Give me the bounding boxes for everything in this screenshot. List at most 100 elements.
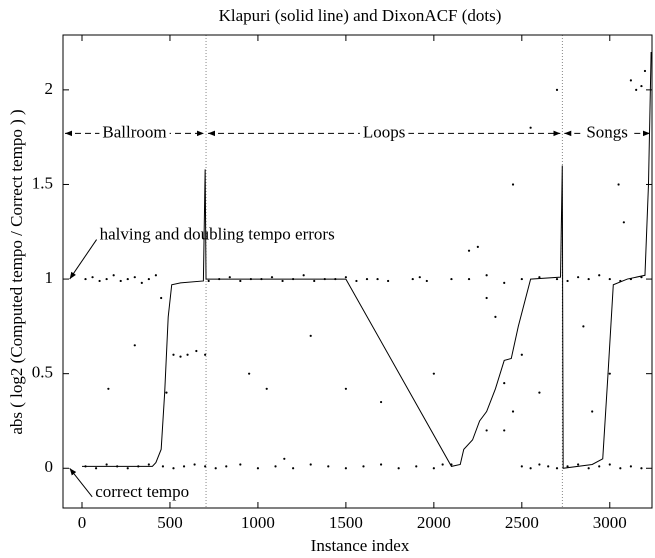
dot — [555, 277, 559, 281]
plot-frame — [62, 34, 653, 509]
dot — [344, 276, 347, 279]
dot — [622, 221, 625, 224]
dot — [555, 88, 559, 91]
dot — [302, 274, 305, 277]
dot — [538, 276, 541, 279]
dot — [228, 276, 231, 279]
section-label-bg — [359, 122, 409, 142]
dot — [520, 353, 523, 356]
dot — [204, 353, 207, 356]
dot — [239, 463, 242, 466]
y-axis-label: abs ( log2 (Computed tempo / Correct tem… — [7, 109, 26, 434]
dot — [186, 353, 189, 356]
dot — [538, 391, 541, 394]
dot — [165, 391, 168, 394]
dot — [182, 465, 186, 468]
dot — [450, 277, 453, 281]
dot — [126, 467, 129, 470]
dot — [84, 277, 87, 281]
x-tick-label: 0 — [78, 513, 87, 532]
dot — [432, 467, 435, 470]
dot — [193, 463, 196, 466]
dot — [520, 465, 523, 468]
dot — [140, 281, 143, 284]
dot — [577, 276, 580, 279]
annotation: halving and doubling tempo errors — [100, 224, 335, 243]
dot — [629, 465, 632, 468]
dot — [204, 465, 207, 468]
dot — [133, 276, 136, 279]
dot — [172, 467, 175, 470]
dot — [355, 279, 358, 283]
dot — [98, 279, 101, 283]
dot — [147, 277, 150, 281]
dot — [105, 463, 108, 466]
y-tick-label: 1.5 — [32, 173, 53, 192]
dot — [643, 69, 647, 73]
dot — [327, 465, 330, 468]
dot — [591, 410, 594, 413]
dot — [107, 387, 110, 390]
dot — [511, 183, 515, 186]
dot — [418, 276, 421, 279]
dot — [494, 315, 497, 319]
x-tick-label: 2000 — [417, 513, 451, 532]
dot — [503, 382, 506, 385]
y-tick-label: 2 — [45, 79, 54, 98]
dot — [608, 277, 611, 281]
x-tick-label: 3000 — [593, 513, 627, 532]
dot — [283, 457, 286, 460]
dot — [239, 279, 242, 283]
dot — [179, 355, 182, 358]
section-label: Ballroom — [102, 122, 166, 141]
dot — [362, 465, 365, 468]
x-axis-label: Instance index — [311, 536, 410, 555]
dot — [566, 465, 569, 468]
section-label: Songs — [586, 122, 628, 141]
dot — [133, 344, 136, 347]
dot — [309, 463, 312, 466]
dot — [248, 372, 251, 375]
dot — [91, 276, 94, 279]
dot — [126, 277, 129, 281]
chart-title: Klapuri (solid line) and DixonACF (dots) — [219, 6, 502, 25]
dot — [441, 463, 444, 466]
dot — [161, 465, 165, 468]
dot — [365, 277, 369, 281]
annotation-arrow — [69, 239, 98, 280]
dot — [105, 277, 108, 281]
dot — [387, 279, 390, 283]
dot — [547, 465, 550, 468]
dot — [640, 467, 643, 470]
dot — [503, 429, 506, 432]
dot — [608, 463, 611, 466]
dot — [538, 463, 541, 466]
y-tick-label: 0 — [45, 457, 54, 476]
annotation-arrow — [69, 467, 93, 498]
dot — [467, 277, 471, 281]
dot — [467, 249, 471, 252]
dot — [598, 274, 601, 277]
dot — [379, 400, 383, 404]
y-tick-label: 1 — [45, 268, 54, 287]
x-tick-label: 1000 — [241, 513, 275, 532]
dot — [172, 353, 175, 356]
dot — [629, 79, 632, 82]
y-tick-label: 0.5 — [32, 363, 53, 382]
dot — [566, 279, 569, 283]
dot — [619, 467, 622, 470]
annotation: correct tempo — [95, 482, 189, 501]
dot — [274, 465, 277, 468]
dot — [292, 467, 295, 470]
dot — [379, 463, 383, 466]
dot — [520, 277, 523, 281]
dot — [397, 467, 400, 470]
dot — [582, 325, 585, 328]
dot — [635, 88, 638, 91]
dot — [160, 296, 163, 300]
dot — [529, 126, 532, 129]
dot — [476, 245, 479, 249]
dot — [577, 463, 580, 466]
